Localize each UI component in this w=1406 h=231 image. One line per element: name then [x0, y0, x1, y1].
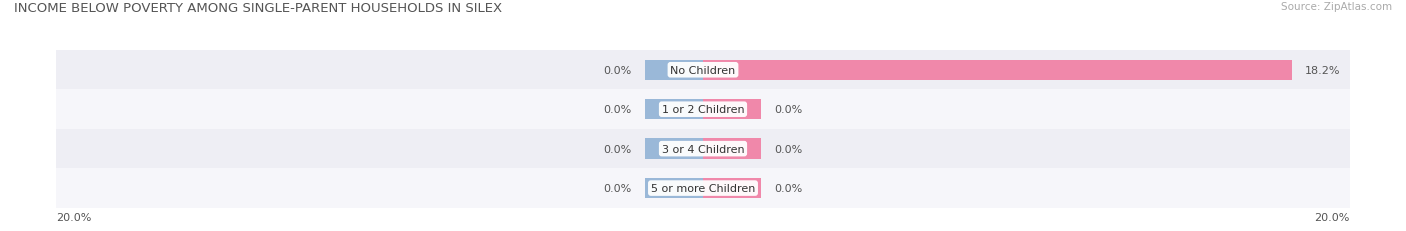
Bar — [645, 139, 703, 159]
Bar — [703, 100, 761, 120]
Bar — [703, 178, 761, 198]
Bar — [645, 178, 703, 198]
Text: 0.0%: 0.0% — [775, 144, 803, 154]
Text: 20.0%: 20.0% — [1315, 213, 1350, 222]
Bar — [56, 129, 1350, 169]
Bar — [645, 60, 703, 81]
Bar — [56, 169, 1350, 208]
Text: 1 or 2 Children: 1 or 2 Children — [662, 105, 744, 115]
Text: 18.2%: 18.2% — [1305, 65, 1340, 76]
Text: 0.0%: 0.0% — [603, 183, 631, 193]
Text: 0.0%: 0.0% — [775, 105, 803, 115]
Bar — [703, 60, 1292, 81]
Bar — [703, 139, 761, 159]
Text: 0.0%: 0.0% — [775, 183, 803, 193]
Text: Source: ZipAtlas.com: Source: ZipAtlas.com — [1281, 2, 1392, 12]
Bar — [56, 90, 1350, 129]
Text: No Children: No Children — [671, 65, 735, 76]
Text: 0.0%: 0.0% — [603, 105, 631, 115]
Text: 3 or 4 Children: 3 or 4 Children — [662, 144, 744, 154]
Text: 5 or more Children: 5 or more Children — [651, 183, 755, 193]
Text: 0.0%: 0.0% — [603, 65, 631, 76]
Text: INCOME BELOW POVERTY AMONG SINGLE-PARENT HOUSEHOLDS IN SILEX: INCOME BELOW POVERTY AMONG SINGLE-PARENT… — [14, 2, 502, 15]
Bar — [645, 100, 703, 120]
Text: 0.0%: 0.0% — [603, 144, 631, 154]
Text: 20.0%: 20.0% — [56, 213, 91, 222]
Bar — [56, 51, 1350, 90]
